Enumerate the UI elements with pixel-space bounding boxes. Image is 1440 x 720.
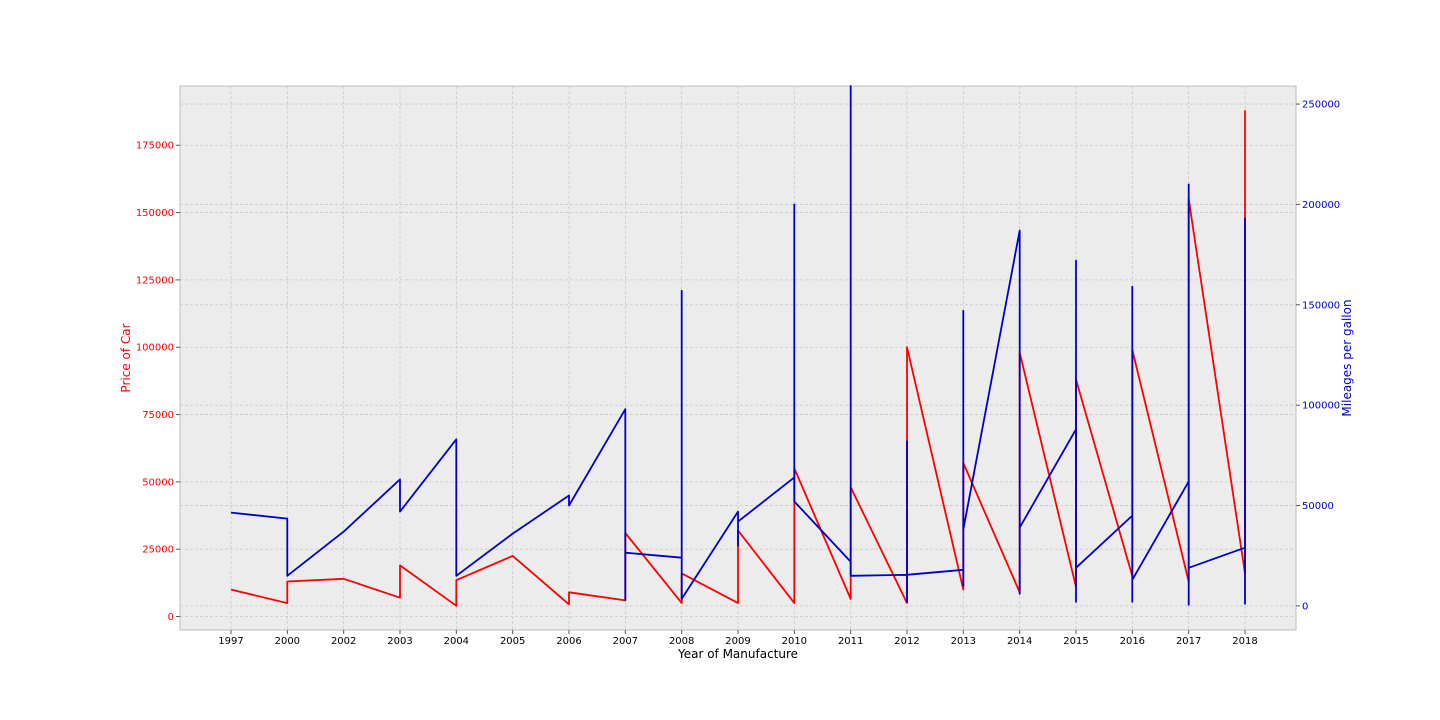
right-y-tick-label: 200000	[1302, 200, 1340, 211]
x-tick-label: 2007	[613, 636, 638, 647]
x-tick-label: 2003	[387, 636, 412, 647]
x-tick-label: 2002	[331, 636, 356, 647]
x-tick-label: 2013	[951, 636, 976, 647]
left-y-tick-label: 175000	[136, 141, 174, 152]
x-axis-label: Year of Manufacture	[677, 647, 798, 661]
x-tick-label: 2017	[1176, 636, 1201, 647]
left-y-axis-label: Price of Car	[119, 323, 133, 392]
right-y-tick-label: 50000	[1302, 501, 1334, 512]
left-y-axis: 0 25000 50000 75000 100000 125000 150000 175000	[136, 141, 180, 623]
right-y-axis-label: Mileages per gallon	[1340, 299, 1354, 416]
x-tick-label: 2016	[1120, 636, 1145, 647]
left-y-tick-label: 125000	[136, 275, 174, 286]
x-tick-label: 2008	[669, 636, 694, 647]
x-tick-label: 2004	[444, 636, 469, 647]
price-series-line	[230, 110, 1246, 607]
x-tick-label: 2000	[275, 636, 300, 647]
left-y-tick-label: 75000	[142, 410, 174, 421]
x-tick-label: 2018	[1232, 636, 1257, 647]
left-y-tick-label: 100000	[136, 343, 174, 354]
mileage-series-line	[230, 85, 1246, 606]
right-y-tick-label: 0	[1302, 601, 1308, 612]
x-tick-label: 2006	[556, 636, 581, 647]
left-y-tick-label: 25000	[142, 545, 174, 556]
right-y-tick-label: 250000	[1302, 100, 1340, 111]
x-tick-label: 2010	[782, 636, 807, 647]
x-tick-label: 2014	[1007, 636, 1032, 647]
left-y-tick-label: 0	[168, 612, 174, 623]
x-tick-label: 1997	[218, 636, 243, 647]
x-tick-label: 2009	[725, 636, 750, 647]
x-tick-label: 2012	[894, 636, 919, 647]
x-tick-label: 2011	[838, 636, 863, 647]
x-axis: 1997 2000 2002 2003 2004 2005 2006 2007 2008 2009…	[218, 630, 1258, 647]
series-layer	[230, 85, 1246, 607]
x-tick-label: 2005	[500, 636, 525, 647]
right-y-tick-label: 100000	[1302, 401, 1340, 412]
x-tick-label: 2015	[1063, 636, 1088, 647]
left-y-tick-label: 50000	[142, 477, 174, 488]
right-y-tick-label: 150000	[1302, 300, 1340, 311]
right-y-axis: 0 50000 100000 150000 200000 250000	[1296, 100, 1340, 612]
left-y-tick-label: 150000	[136, 208, 174, 219]
